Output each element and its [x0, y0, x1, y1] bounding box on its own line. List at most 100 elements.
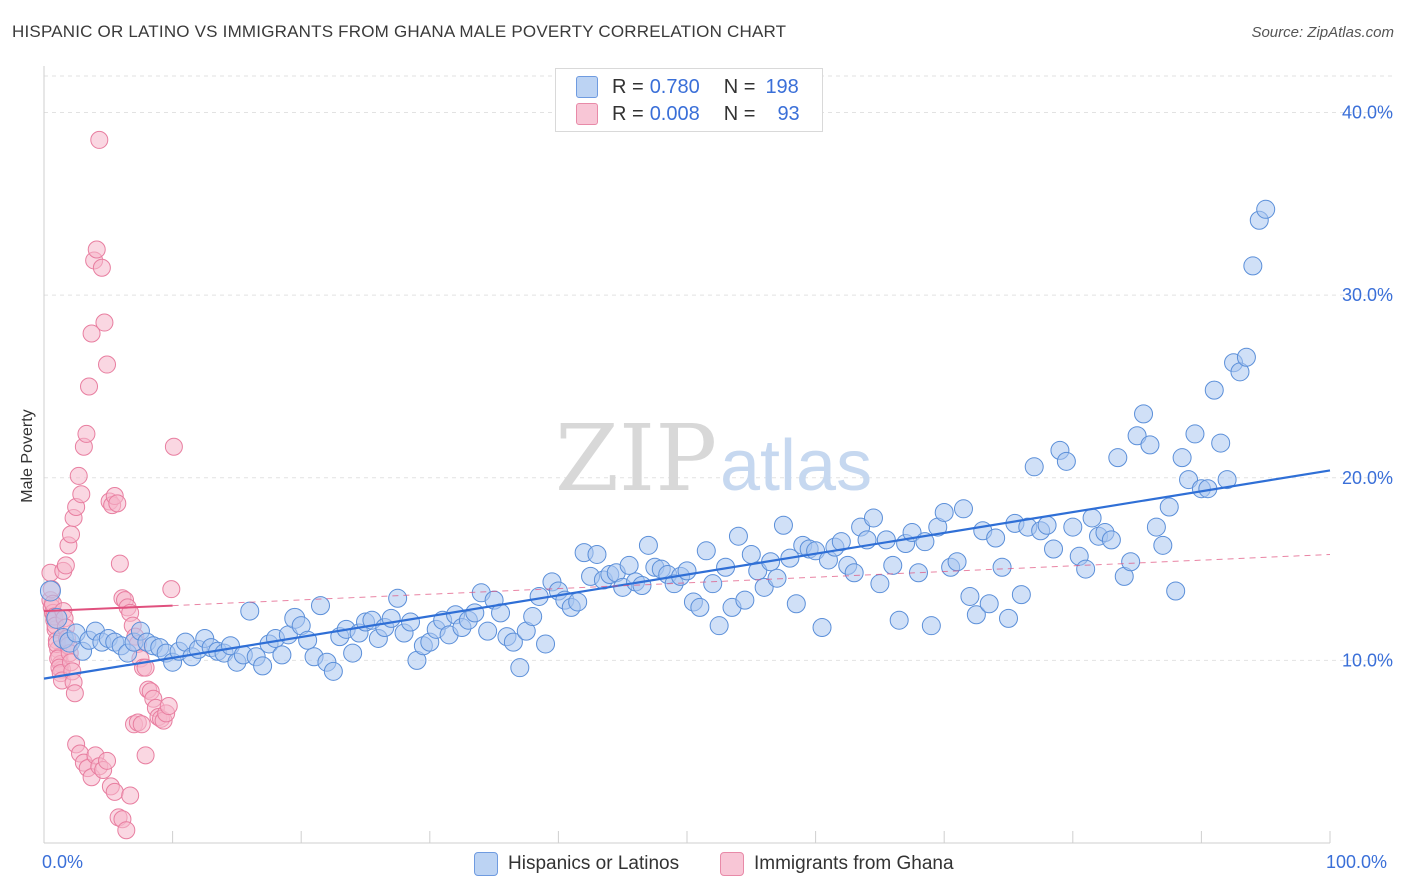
hispanic-point [1146, 517, 1166, 537]
ghana-point [72, 485, 91, 504]
y-tick-label: 20.0% [1342, 468, 1393, 488]
hispanic-point [1134, 404, 1154, 424]
bottom-legend-swatch-blue [474, 852, 498, 876]
ghana-point [121, 786, 140, 805]
ghana-point [110, 554, 129, 573]
legend-swatch-blue [576, 76, 598, 98]
hispanic-point [619, 555, 639, 575]
x-tick-label-min: 0.0% [42, 852, 84, 872]
hispanic-point [690, 597, 710, 617]
hispanic-point [934, 502, 954, 522]
y-tick-label: 30.0% [1342, 285, 1393, 305]
ghana-point [95, 313, 114, 332]
hispanic-point [1236, 347, 1256, 367]
ghana-trend-line [43, 604, 173, 613]
x-tick-label-max: 100.0% [1326, 852, 1388, 872]
ghana-point [164, 437, 183, 456]
watermark: ZIP atlas [555, 405, 872, 512]
legend-n-value: 93 [777, 102, 800, 125]
ghana-point [108, 494, 127, 513]
hispanic-point [323, 661, 343, 681]
hispanic-point [1076, 559, 1096, 579]
hispanic-point [1121, 552, 1141, 572]
ghana-point [132, 715, 151, 734]
bottom-legend-label: Hispanics or Latinos [508, 853, 680, 874]
hispanic-point [1101, 530, 1121, 550]
bottom-legend-hispanic: Hispanics or Latinos [474, 852, 679, 876]
hispanic-point [1256, 199, 1276, 219]
hispanic-point [536, 634, 556, 654]
legend-r-value: 0.008 [649, 102, 700, 125]
hispanic-point [465, 603, 485, 623]
legend-row-ghana: R = 0.008 N = 93 [576, 102, 800, 126]
hispanic-point [947, 552, 967, 572]
hispanic-point [876, 530, 896, 550]
hispanic-point [696, 541, 716, 561]
hispanic-point [523, 607, 543, 627]
hispanic-point [1185, 424, 1205, 444]
hispanic-point [1179, 470, 1199, 490]
hispanic-point [1159, 497, 1179, 517]
hispanic-point [812, 618, 832, 638]
hispanic-point [953, 499, 973, 519]
hispanic-point [966, 605, 986, 625]
ghana-point [90, 130, 109, 149]
hispanic-point [568, 592, 588, 612]
ghana-point [77, 424, 96, 443]
chart-source: Source: ZipAtlas.com [1251, 24, 1394, 41]
hispanic-point [503, 632, 523, 652]
hispanic-point [1140, 435, 1160, 455]
hispanic-point [999, 608, 1018, 628]
hispanic-point [844, 563, 864, 583]
hispanic-point [240, 601, 260, 621]
watermark-atlas: atlas [720, 426, 872, 506]
hispanic-point [46, 607, 68, 629]
y-tick-labels: 10.0% 20.0% 30.0% 40.0% [1342, 103, 1393, 671]
trend-lines [43, 469, 1331, 680]
hispanic-point [381, 608, 401, 628]
ghana-point [65, 684, 84, 703]
axes [43, 66, 1331, 844]
ghana-point [136, 746, 155, 765]
hispanic-point [1153, 535, 1173, 555]
hispanic-point [401, 612, 421, 632]
ghana-point [69, 466, 88, 485]
hispanic-trend-line [43, 469, 1331, 680]
y-tick-label: 10.0% [1342, 650, 1393, 670]
hispanic-point [786, 594, 806, 614]
legend-r-label: R = [612, 75, 644, 98]
hispanic-point [709, 616, 729, 636]
hispanic-point [1011, 585, 1031, 605]
hispanic-point [960, 586, 980, 606]
hispanic-point [310, 596, 330, 616]
hispanic-point [979, 594, 999, 614]
bottom-legend-ghana: Immigrants from Ghana [720, 852, 954, 876]
hispanic-point [1037, 515, 1057, 535]
hispanic-point [1217, 470, 1237, 490]
y-tick-label: 40.0% [1342, 103, 1393, 123]
hispanic-point [1063, 517, 1083, 537]
hispanic-point [767, 568, 787, 588]
hispanic-point [39, 580, 61, 602]
hispanic-point [889, 610, 909, 630]
hispanic-point [754, 577, 774, 597]
hispanic-point [741, 544, 761, 564]
hispanic-point [510, 658, 530, 678]
hispanic-point [1082, 508, 1102, 528]
legend-n-label: N = [723, 102, 756, 125]
hispanic-point [735, 590, 755, 610]
ghana-point [105, 782, 124, 801]
ghana-point [159, 697, 178, 716]
bottom-legend-label: Immigrants from Ghana [754, 853, 954, 874]
legend-n-label: N = [723, 75, 756, 98]
hispanic-point [1211, 433, 1231, 453]
hispanic-point [638, 535, 658, 555]
hispanic-point [863, 508, 883, 528]
legend-n-value: 198 [765, 75, 799, 98]
ghana-point [80, 377, 99, 396]
legend-r-label: R = [612, 102, 644, 125]
hispanic-point [272, 645, 292, 665]
hispanic-point [992, 557, 1012, 577]
ghana-point [62, 525, 81, 544]
